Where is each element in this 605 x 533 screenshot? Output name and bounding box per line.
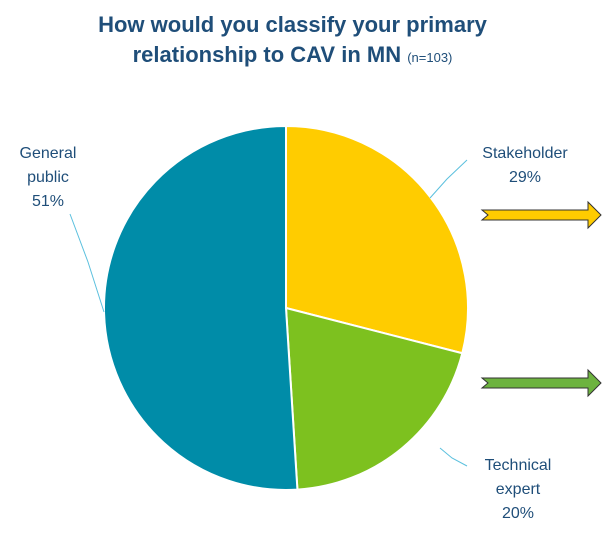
slice-category-label: expert (496, 481, 541, 498)
chart-title-line2: relationship to CAV in MN (132, 42, 402, 67)
arrow-right-icon (480, 368, 602, 398)
slice-category-label: Stakeholder (482, 145, 568, 162)
pie-slice-technical-expert (284, 306, 464, 491)
chart-sample-size: (n=103) (407, 50, 453, 65)
slice-category-label: Technical (485, 457, 552, 474)
slice-value-label: 29% (509, 169, 541, 186)
slice-category-label: General (20, 145, 77, 162)
chart-title-line1: How would you classify your primary (98, 12, 487, 37)
chart-title: How would you classify your primary rela… (0, 10, 585, 73)
slice-category-label: public (27, 169, 69, 186)
leader-line (69, 213, 105, 313)
leader-line (429, 159, 468, 199)
pie-slice-stakeholder (285, 124, 469, 355)
slice-value-label: 51% (32, 193, 64, 210)
leader-line (439, 447, 468, 467)
arrow-right-icon (480, 200, 602, 230)
slice-value-label: 20% (502, 505, 534, 522)
pie-slice-general-public (103, 124, 299, 491)
